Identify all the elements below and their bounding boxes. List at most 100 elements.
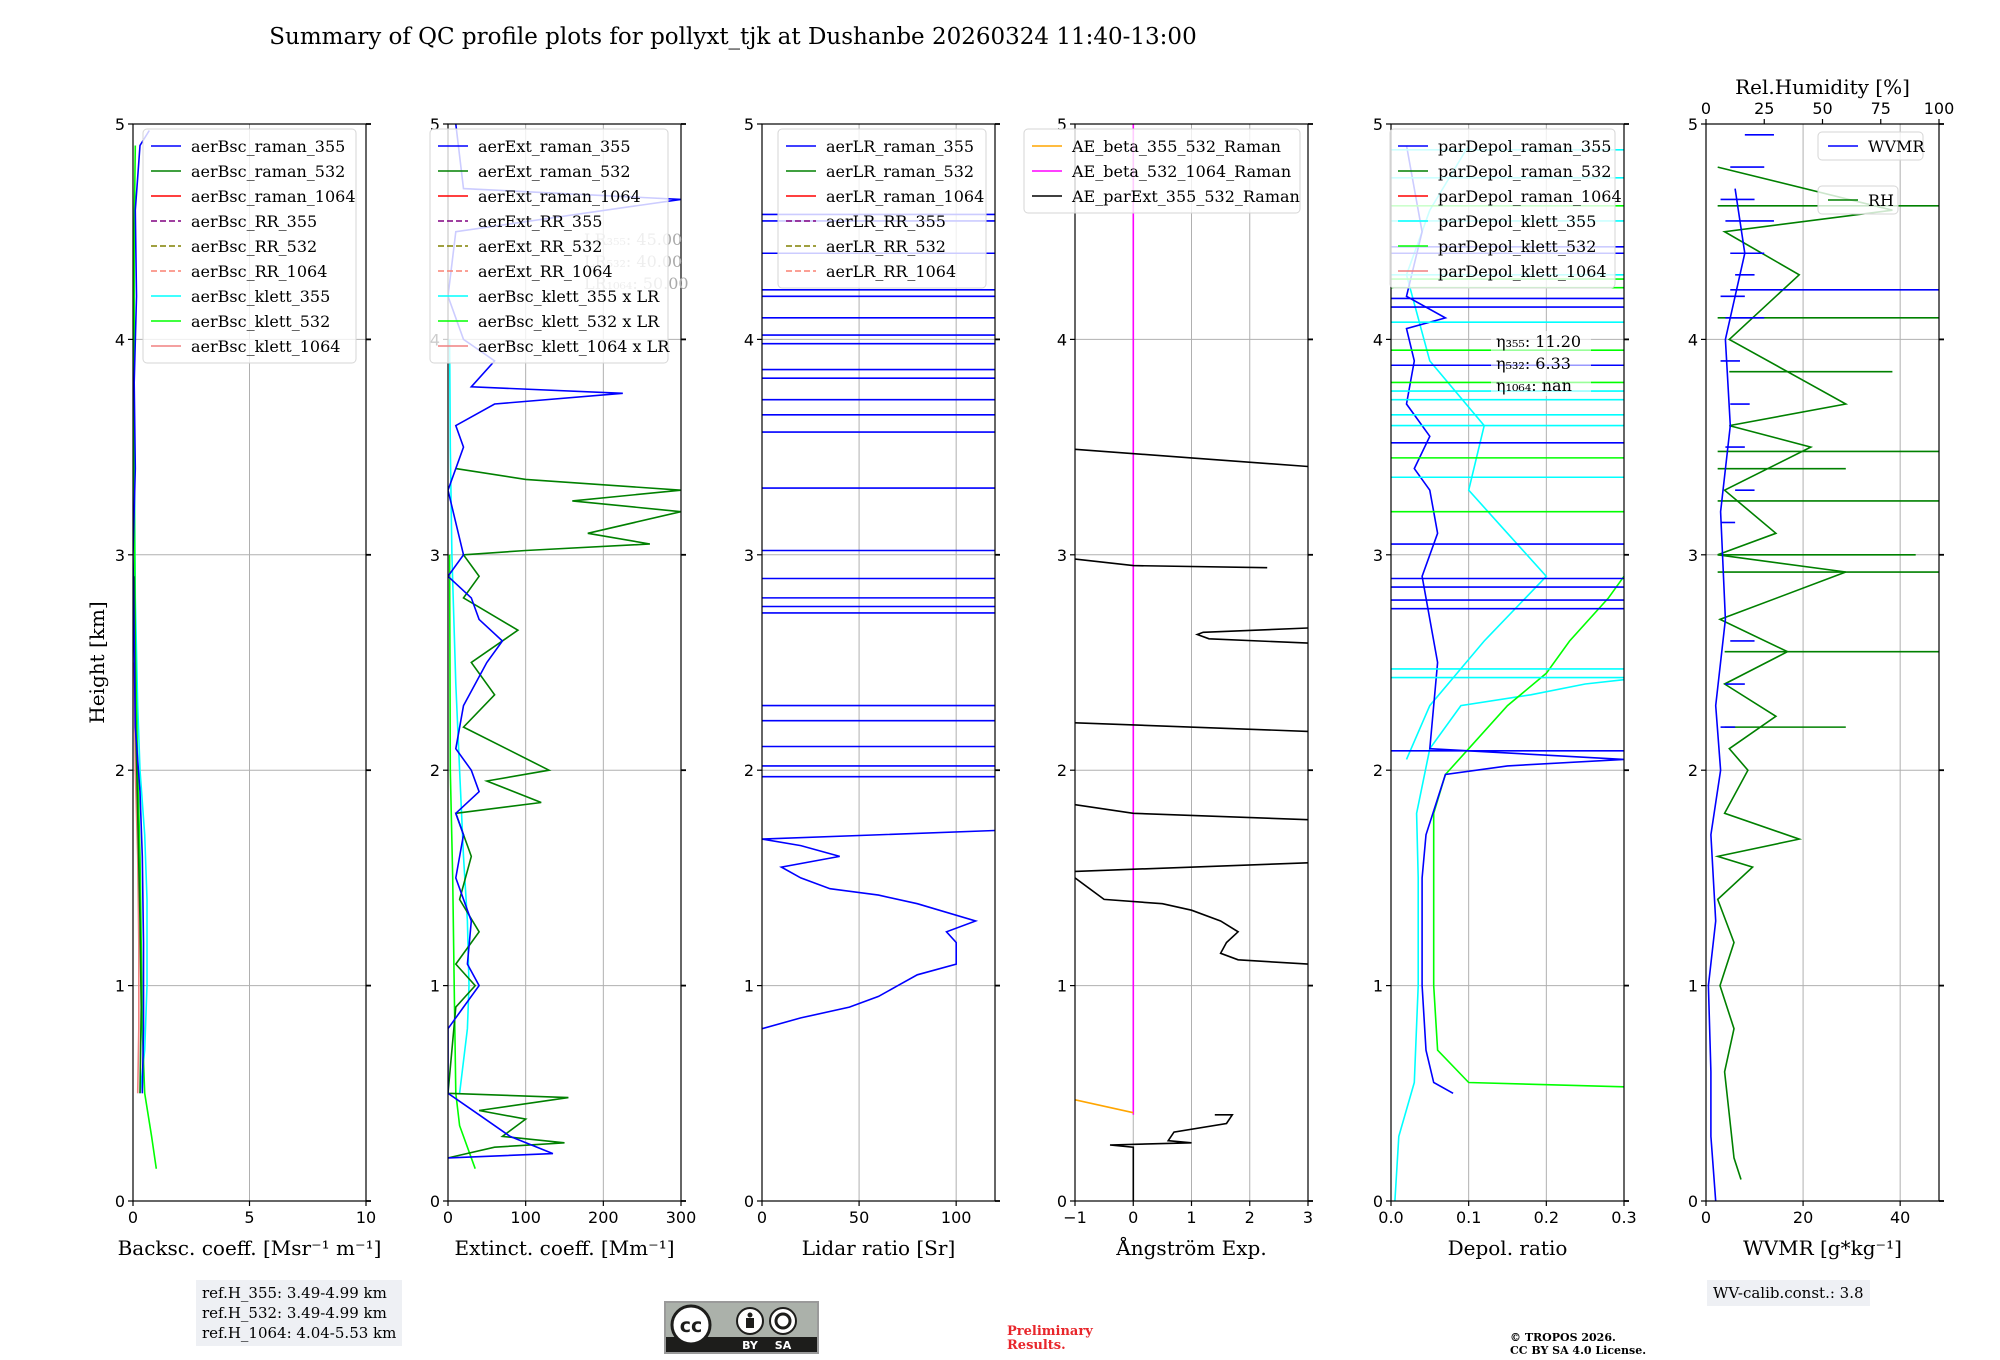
x-tick-label: 0 [757, 1208, 767, 1227]
x-tick-label: 10 [356, 1208, 376, 1227]
y-tick-label: 1 [1373, 977, 1383, 996]
y-tick-label: 1 [115, 977, 125, 996]
series-line [133, 130, 150, 1094]
y-tick-label: 3 [1373, 546, 1383, 565]
legend-label: aerBsc_klett_532 [191, 312, 330, 331]
y-tick-label: 3 [1057, 546, 1067, 565]
series-line [448, 467, 681, 1159]
x2-tick-label: 100 [1924, 99, 1955, 118]
legend-label: AE_beta_532_1064_Raman [1071, 162, 1291, 181]
legend-label: parDepol_raman_1064 [1438, 187, 1622, 206]
legend-label: aerExt_RR_355 [478, 212, 602, 231]
y-tick-label: 4 [744, 330, 754, 349]
x2-tick-label: 50 [1812, 99, 1832, 118]
x-axis-label: WVMR [g*kg⁻¹] [1743, 1236, 1902, 1260]
y-tick-label: 4 [1373, 330, 1383, 349]
y-tick-label: 5 [1373, 115, 1383, 134]
y-axis-label: Height [km] [85, 601, 109, 723]
ref-height-1064: ref.H_1064: 4.04-5.53 km [202, 1324, 397, 1342]
x2-tick-label: 0 [1701, 99, 1711, 118]
subplot-2: 0100200300012345Extinct. coeff. [Mm⁻¹]LR… [429, 115, 696, 1260]
y-tick-label: 4 [1057, 330, 1067, 349]
legend-label: aerExt_raman_532 [478, 162, 631, 181]
x2-tick-label: 25 [1754, 99, 1774, 118]
series-line [1707, 188, 1746, 1201]
legend-frame [142, 128, 357, 364]
legend-label: aerLR_RR_1064 [826, 262, 956, 281]
legend-label: aerBsc_RR_532 [191, 237, 317, 256]
annotation-text: η₃₅₅: 11.20 [1496, 332, 1581, 351]
x-tick-label: 20 [1793, 1208, 1813, 1227]
x-tick-label: 5 [244, 1208, 254, 1227]
series-line [1432, 575, 1624, 1088]
x-tick-label: 0 [128, 1208, 138, 1227]
y-tick-label: 0 [744, 1192, 754, 1211]
subplot-5: 0.0 0.1 0.2 0.3 0 1 2 3 4 5 Depol. ratio η₃₅₅: 11.2… [1373, 115, 1637, 1260]
legend-frame [1389, 128, 1616, 289]
copyright-line-1: © TROPOS 2026. [1510, 1331, 1616, 1344]
y-tick-label: 0 [1057, 1192, 1067, 1211]
series-line [1109, 1114, 1234, 1201]
legend-label: aerBsc_RR_1064 [191, 262, 327, 281]
axes-frame [1390, 123, 1625, 1202]
x-tick-label: 50 [849, 1208, 869, 1227]
legend-frame [777, 128, 987, 289]
x-tick-label: 0.0 [1378, 1208, 1403, 1227]
legend-label: parDepol_raman_355 [1438, 137, 1611, 156]
copyright-line-2: CC BY SA 4.0 License. [1510, 1344, 1647, 1357]
legend: aerBsc_raman_355 aerBsc_raman_532 aerBsc_r… [142, 128, 357, 364]
ref-height-532: ref.H_532: 3.49-4.99 km [202, 1304, 387, 1322]
x-axis-label: Ångström Exp. [1115, 1235, 1266, 1260]
subplot-3: 0 50 100 0 1 2 3 4 5 Lidar ratio [Sr] aerLR_raman_… [744, 115, 1000, 1260]
y-tick-label: 1 [1057, 977, 1067, 996]
share-alike-icon [769, 1307, 797, 1335]
y-tick-label: 4 [115, 330, 125, 349]
series-group [133, 130, 158, 1169]
annotation-box: η₃₅₅: 11.20 η₅₃₂: 6.33 η₁₀₆₄: nan [1491, 331, 1591, 396]
cc-sa-text: SA [775, 1339, 792, 1352]
series-group [1707, 133, 1939, 1201]
series-line [1075, 558, 1268, 569]
wv-calib-box: WV-calib.const.: 3.8 [1707, 1280, 1870, 1306]
legend-label: aerBsc_klett_1064 [191, 337, 340, 356]
y-tick-label: 1 [1688, 977, 1698, 996]
y-tick-label: 3 [1688, 546, 1698, 565]
legend-label: aerLR_RR_532 [826, 237, 946, 256]
x-axis-label: Extinct. coeff. [Mm⁻¹] [454, 1236, 674, 1260]
legend-label: aerExt_RR_532 [478, 237, 602, 256]
series-line [1075, 803, 1308, 821]
y-tick-label: 1 [744, 977, 754, 996]
legend-label: RH [1868, 191, 1894, 210]
legend-label: aerBsc_klett_355 [191, 287, 330, 306]
y-tick-label: 0 [1373, 1192, 1383, 1211]
legend-label: aerBsc_raman_355 [191, 137, 345, 156]
ref-height-355: ref.H_355: 3.49-4.99 km [202, 1284, 387, 1302]
preliminary-note: Preliminary Results. [1007, 1325, 1093, 1353]
x2-tick-label: 75 [1871, 99, 1891, 118]
y-tick-label: 0 [1688, 1192, 1698, 1211]
legend-label: aerExt_raman_355 [478, 137, 631, 156]
series-line [1714, 166, 1893, 1180]
cc-logo-text: cc [680, 1315, 703, 1337]
y-tick-label: 5 [1057, 115, 1067, 134]
series-line [1194, 627, 1308, 644]
series-group [1075, 124, 1308, 1201]
preliminary-line-2: Results. [1007, 1338, 1066, 1353]
y-tick-label: 2 [430, 761, 440, 780]
y-tick-label: 3 [744, 546, 754, 565]
legend-frame [1023, 128, 1301, 214]
legend-label: aerBsc_RR_355 [191, 212, 317, 231]
series-line [133, 662, 140, 1094]
y-tick-label: 4 [1688, 330, 1698, 349]
axes-frame [1705, 123, 1940, 1202]
series-line [1075, 448, 1308, 468]
legend-label: aerBsc_raman_1064 [191, 187, 356, 206]
annotation-text: η₅₃₂: 6.33 [1496, 354, 1571, 373]
y-tick-label: 5 [430, 115, 440, 134]
subplot-1: 0 5 10 0 1 2 3 4 5 Backsc. coeff. [Msr⁻¹ m⁻¹] Heig… [85, 115, 381, 1260]
series-group [1391, 145, 1624, 1201]
legend-label: parDepol_klett_355 [1438, 212, 1596, 231]
series-line [1394, 678, 1624, 1201]
ref-height-box: ref.H_355: 3.49-4.99 km ref.H_532: 3.49-… [196, 1280, 403, 1346]
